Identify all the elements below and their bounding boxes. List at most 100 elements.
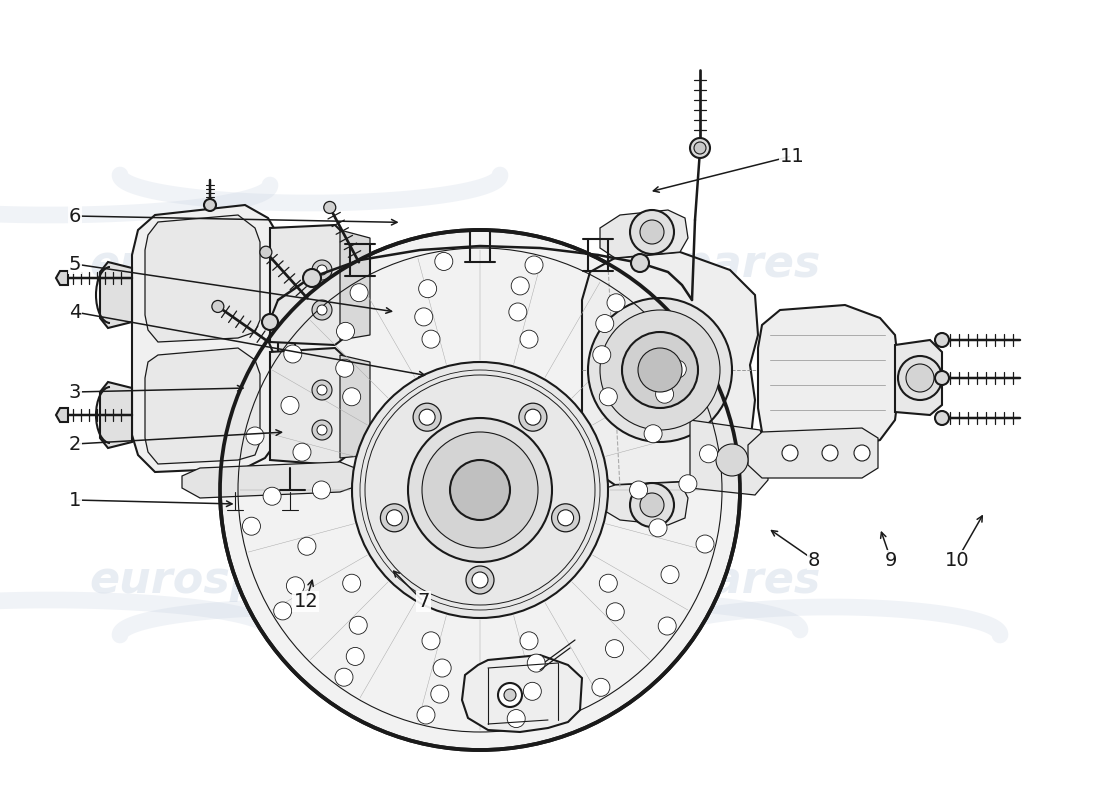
- Circle shape: [323, 202, 336, 214]
- Circle shape: [607, 294, 625, 312]
- Circle shape: [263, 487, 282, 506]
- Circle shape: [431, 685, 449, 703]
- Polygon shape: [100, 262, 132, 328]
- Circle shape: [669, 360, 686, 378]
- Circle shape: [274, 602, 292, 620]
- Circle shape: [312, 481, 330, 499]
- Circle shape: [498, 683, 522, 707]
- Polygon shape: [340, 230, 370, 340]
- Circle shape: [312, 260, 332, 280]
- Circle shape: [417, 706, 434, 724]
- Text: 3: 3: [68, 382, 81, 402]
- Circle shape: [656, 385, 673, 403]
- Circle shape: [690, 138, 710, 158]
- Circle shape: [906, 364, 934, 392]
- Circle shape: [346, 647, 364, 666]
- Circle shape: [507, 710, 525, 727]
- Circle shape: [600, 310, 720, 430]
- Circle shape: [661, 566, 679, 584]
- Circle shape: [204, 199, 216, 211]
- Circle shape: [336, 359, 354, 378]
- Circle shape: [645, 425, 662, 442]
- Circle shape: [649, 519, 667, 537]
- Circle shape: [352, 362, 608, 618]
- Circle shape: [822, 445, 838, 461]
- Text: 1: 1: [68, 490, 81, 510]
- Circle shape: [286, 577, 305, 595]
- Circle shape: [551, 504, 580, 532]
- Circle shape: [386, 510, 403, 526]
- Circle shape: [600, 574, 617, 592]
- Circle shape: [592, 678, 609, 696]
- Text: eurospares: eurospares: [539, 243, 821, 286]
- Circle shape: [525, 409, 541, 425]
- Circle shape: [504, 689, 516, 701]
- Circle shape: [302, 269, 321, 287]
- Polygon shape: [340, 355, 370, 458]
- Circle shape: [350, 284, 368, 302]
- Text: 9: 9: [884, 550, 898, 570]
- Circle shape: [630, 210, 674, 254]
- Circle shape: [472, 572, 488, 588]
- Circle shape: [343, 388, 361, 406]
- Circle shape: [606, 602, 625, 621]
- Text: 5: 5: [68, 254, 81, 274]
- Polygon shape: [462, 655, 582, 732]
- Circle shape: [605, 640, 624, 658]
- Circle shape: [527, 654, 546, 672]
- Circle shape: [349, 616, 367, 634]
- Circle shape: [434, 253, 453, 270]
- Circle shape: [696, 535, 714, 553]
- Polygon shape: [600, 482, 688, 525]
- Text: 10: 10: [945, 550, 969, 570]
- Text: eurospares: eurospares: [89, 558, 371, 602]
- Circle shape: [716, 444, 748, 476]
- Circle shape: [312, 300, 332, 320]
- Text: 6: 6: [68, 206, 81, 226]
- Circle shape: [212, 301, 224, 313]
- Circle shape: [422, 632, 440, 650]
- Polygon shape: [100, 382, 132, 448]
- Circle shape: [414, 403, 441, 431]
- Circle shape: [280, 396, 299, 414]
- Circle shape: [630, 483, 674, 527]
- Circle shape: [293, 443, 311, 461]
- Circle shape: [512, 277, 529, 295]
- Circle shape: [935, 411, 949, 425]
- Circle shape: [317, 425, 327, 435]
- Circle shape: [600, 388, 617, 406]
- Circle shape: [317, 385, 327, 395]
- Text: 8: 8: [807, 550, 821, 570]
- Circle shape: [621, 332, 698, 408]
- Circle shape: [312, 380, 332, 400]
- Polygon shape: [56, 271, 68, 285]
- Circle shape: [558, 510, 573, 526]
- Text: eurospares: eurospares: [89, 243, 371, 286]
- Circle shape: [415, 308, 432, 326]
- Text: 11: 11: [780, 146, 804, 166]
- Circle shape: [519, 403, 547, 431]
- Circle shape: [419, 409, 436, 425]
- Circle shape: [700, 445, 717, 463]
- Circle shape: [782, 445, 797, 461]
- Circle shape: [629, 481, 648, 499]
- Circle shape: [509, 303, 527, 321]
- Polygon shape: [582, 252, 758, 485]
- Circle shape: [524, 682, 541, 700]
- Text: 7: 7: [417, 592, 430, 611]
- Polygon shape: [132, 205, 278, 472]
- Circle shape: [284, 345, 301, 363]
- Circle shape: [312, 420, 332, 440]
- Circle shape: [593, 346, 611, 364]
- Polygon shape: [270, 348, 348, 465]
- Circle shape: [317, 265, 327, 275]
- Polygon shape: [748, 428, 878, 478]
- Circle shape: [242, 517, 261, 535]
- Circle shape: [408, 418, 552, 562]
- Circle shape: [336, 668, 353, 686]
- Polygon shape: [600, 210, 688, 258]
- Polygon shape: [270, 225, 348, 345]
- Circle shape: [640, 493, 664, 517]
- Circle shape: [638, 348, 682, 392]
- Circle shape: [640, 220, 664, 244]
